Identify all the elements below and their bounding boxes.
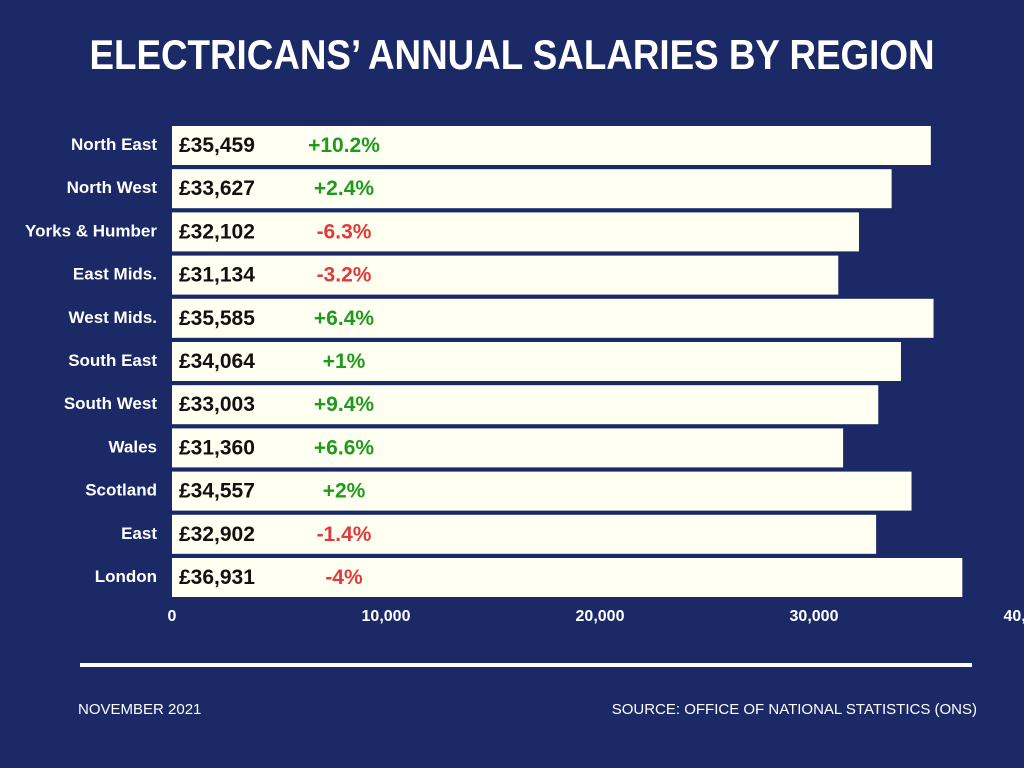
- change-label: +10.2%: [308, 134, 380, 157]
- value-label: £35,585: [179, 307, 255, 330]
- y-tick-label: South West: [64, 394, 158, 413]
- change-label: -6.3%: [317, 220, 372, 243]
- y-tick-label: Scotland: [85, 481, 157, 500]
- footer-date: NOVEMBER 2021: [78, 701, 201, 718]
- bar: [172, 558, 963, 597]
- value-label: £36,931: [179, 566, 255, 589]
- value-label: £35,459: [179, 134, 255, 157]
- change-label: -4%: [325, 566, 363, 589]
- change-label: -3.2%: [317, 264, 372, 287]
- value-label: £34,064: [179, 350, 255, 373]
- x-tick-label: 10,000: [362, 608, 411, 625]
- x-tick-label: 40,000: [1004, 608, 1024, 625]
- value-label: £32,102: [179, 220, 255, 243]
- bar: [172, 342, 901, 381]
- y-tick-label: Yorks & Humber: [25, 221, 157, 240]
- y-tick-label: North East: [71, 135, 157, 154]
- bar: [172, 428, 844, 468]
- y-tick-label: Wales: [108, 437, 157, 456]
- change-label: -1.4%: [317, 523, 372, 546]
- value-label: £31,134: [179, 264, 255, 287]
- change-label: +6.4%: [314, 307, 374, 330]
- change-label: +9.4%: [314, 393, 374, 416]
- change-label: +2.4%: [314, 177, 374, 200]
- bar: [172, 126, 931, 165]
- x-tick-label: 30,000: [790, 608, 839, 625]
- change-label: +1%: [323, 350, 366, 373]
- value-label: £34,557: [179, 480, 255, 503]
- change-label: +2%: [323, 480, 366, 503]
- footer-source: SOURCE: OFFICE OF NATIONAL STATISTICS (O…: [612, 701, 977, 718]
- y-tick-label: East Mids.: [73, 265, 157, 284]
- bar: [172, 514, 877, 554]
- value-label: £33,003: [179, 393, 255, 416]
- bar: [172, 385, 879, 425]
- value-label: £31,360: [179, 436, 255, 459]
- y-tick-label: East: [121, 524, 157, 543]
- y-tick-label: London: [95, 567, 157, 586]
- bar: [172, 169, 892, 209]
- y-tick-label: North West: [67, 178, 158, 197]
- value-label: £33,627: [179, 177, 255, 200]
- y-tick-label: West Mids.: [69, 308, 157, 327]
- y-tick-label: South East: [68, 351, 157, 370]
- bar: [172, 471, 912, 511]
- bar: [172, 255, 839, 295]
- x-tick-label: 0: [168, 608, 177, 625]
- bar: [172, 298, 934, 338]
- change-label: +6.6%: [314, 436, 374, 459]
- chart-title: ELECTRICANS’ ANNUAL SALARIES BY REGION: [90, 31, 935, 78]
- x-tick-label: 20,000: [576, 608, 625, 625]
- value-label: £32,902: [179, 523, 255, 546]
- bar: [172, 212, 859, 252]
